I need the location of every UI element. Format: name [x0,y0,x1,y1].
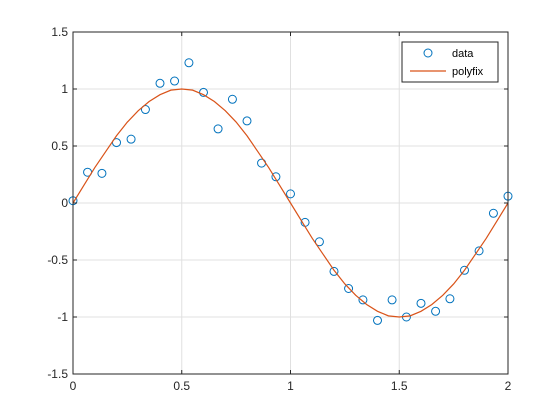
data-point [170,76,180,86]
x-tick-label: 0 [70,379,77,393]
y-tick-label: 1 [61,82,68,96]
y-tick-label: -0.5 [47,253,68,267]
data-point [373,315,382,325]
axis-ticks: 0 0.5 1 1.5 2 -1.5 -1 -0.5 0 0.5 1 1.5 [47,25,511,393]
data-point [329,266,339,276]
data-point [314,237,324,247]
y-tick-label: -1.5 [47,367,68,381]
data-point [213,124,223,134]
y-tick-label: 0 [61,196,68,210]
data-point [474,246,484,256]
data-point [387,295,397,305]
legend: data polyfix [401,41,499,83]
legend-label: polyfix [452,66,484,78]
legend-swatch-marker [423,48,433,58]
data-point [242,116,252,126]
data-point [286,189,295,199]
data-point [227,94,237,104]
data-point [271,172,281,182]
data-point [358,295,368,305]
data-point [97,168,107,178]
y-tick-label: 0.5 [51,139,68,153]
legend-box [401,41,499,83]
data-point [445,294,455,304]
x-tick-label: 2 [505,379,512,393]
data-point [184,58,194,68]
data-point [344,284,354,293]
data-point [126,134,136,144]
y-tick-label: -1 [57,310,68,324]
x-tick-label: 1.5 [391,379,408,393]
data-point [460,265,469,275]
x-tick-label: 1 [287,379,294,393]
x-tick-label: 0.5 [173,379,190,393]
legend-label: data [452,48,474,60]
data-point [416,298,426,308]
data-point [140,105,150,115]
plot-series [68,58,513,325]
data-point [155,78,165,88]
y-tick-label: 1.5 [51,25,68,39]
series-line-polyfix [72,88,509,318]
data-point [431,306,441,316]
data-point [488,208,498,218]
